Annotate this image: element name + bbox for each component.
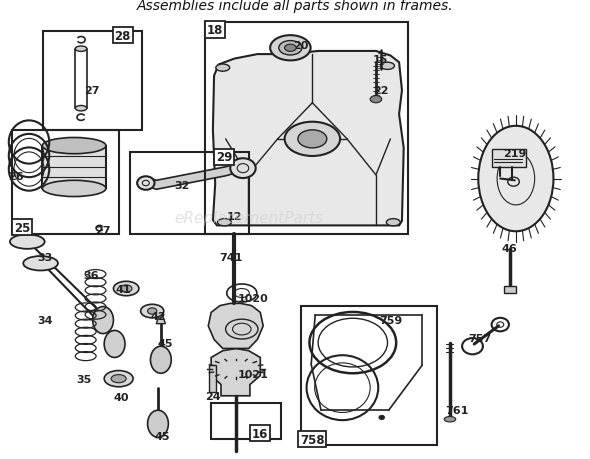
Ellipse shape bbox=[42, 181, 106, 197]
Bar bbox=[211, 403, 281, 439]
Text: 34: 34 bbox=[38, 315, 53, 325]
Ellipse shape bbox=[120, 285, 132, 292]
Text: 22: 22 bbox=[373, 86, 388, 96]
Ellipse shape bbox=[104, 330, 125, 358]
Text: 1020: 1020 bbox=[238, 293, 268, 303]
Text: 28: 28 bbox=[114, 29, 131, 43]
Bar bbox=[130, 153, 249, 234]
Ellipse shape bbox=[230, 159, 255, 179]
Text: 219: 219 bbox=[503, 149, 526, 159]
Ellipse shape bbox=[270, 36, 310, 61]
Bar bbox=[42, 146, 106, 189]
Ellipse shape bbox=[218, 219, 231, 226]
Ellipse shape bbox=[10, 235, 45, 249]
Text: 45: 45 bbox=[157, 338, 173, 348]
Text: 25: 25 bbox=[14, 221, 30, 234]
Text: 1021: 1021 bbox=[238, 369, 269, 379]
Bar bbox=[209, 365, 217, 392]
Ellipse shape bbox=[150, 347, 171, 374]
Bar bbox=[44, 32, 142, 130]
Ellipse shape bbox=[444, 417, 455, 422]
Text: 29: 29 bbox=[216, 151, 232, 164]
Polygon shape bbox=[211, 349, 260, 396]
Ellipse shape bbox=[76, 47, 87, 52]
Text: 12: 12 bbox=[227, 212, 242, 222]
Polygon shape bbox=[213, 52, 404, 226]
Ellipse shape bbox=[104, 371, 133, 387]
Polygon shape bbox=[208, 304, 263, 349]
Bar bbox=[504, 286, 516, 293]
Ellipse shape bbox=[216, 65, 230, 72]
Ellipse shape bbox=[140, 305, 164, 318]
Bar bbox=[205, 22, 408, 234]
Ellipse shape bbox=[284, 123, 340, 157]
Bar bbox=[301, 306, 437, 445]
Ellipse shape bbox=[279, 41, 302, 56]
Text: 36: 36 bbox=[84, 270, 99, 280]
Ellipse shape bbox=[76, 106, 87, 112]
Bar bbox=[12, 130, 119, 234]
Text: 15: 15 bbox=[373, 55, 388, 64]
Ellipse shape bbox=[478, 127, 553, 232]
Text: 46: 46 bbox=[501, 243, 517, 253]
Text: 741: 741 bbox=[219, 252, 243, 263]
Text: 35: 35 bbox=[76, 374, 91, 384]
Ellipse shape bbox=[381, 63, 395, 70]
Text: 761: 761 bbox=[445, 405, 468, 415]
Text: 33: 33 bbox=[38, 252, 53, 263]
Text: 42: 42 bbox=[150, 311, 166, 321]
Ellipse shape bbox=[284, 45, 296, 52]
Text: 27: 27 bbox=[84, 86, 99, 96]
Ellipse shape bbox=[386, 219, 400, 226]
Text: 41: 41 bbox=[116, 284, 131, 294]
Text: 20: 20 bbox=[293, 41, 309, 51]
Text: 18: 18 bbox=[207, 24, 224, 37]
Ellipse shape bbox=[148, 308, 157, 314]
Ellipse shape bbox=[23, 257, 58, 271]
Text: 45: 45 bbox=[154, 431, 170, 442]
Ellipse shape bbox=[42, 138, 106, 154]
Text: 759: 759 bbox=[379, 315, 402, 325]
Text: 32: 32 bbox=[175, 180, 190, 190]
Ellipse shape bbox=[137, 177, 155, 190]
Ellipse shape bbox=[111, 375, 126, 383]
Text: 16: 16 bbox=[252, 427, 268, 440]
Text: 26: 26 bbox=[8, 171, 24, 181]
Polygon shape bbox=[156, 311, 165, 324]
Text: 758: 758 bbox=[300, 433, 324, 446]
Text: eReplacementParts: eReplacementParts bbox=[174, 211, 323, 226]
Ellipse shape bbox=[113, 282, 139, 296]
Text: 757: 757 bbox=[468, 333, 491, 343]
Ellipse shape bbox=[93, 307, 113, 334]
Ellipse shape bbox=[379, 415, 385, 420]
Ellipse shape bbox=[298, 130, 327, 149]
Polygon shape bbox=[148, 163, 242, 190]
Text: 27: 27 bbox=[96, 225, 111, 235]
Text: 24: 24 bbox=[205, 391, 221, 401]
Ellipse shape bbox=[148, 410, 168, 437]
Bar bbox=[491, 150, 526, 168]
Text: 40: 40 bbox=[114, 392, 129, 402]
Text: Assemblies include all parts shown in frames.: Assemblies include all parts shown in fr… bbox=[137, 0, 453, 13]
Ellipse shape bbox=[370, 96, 382, 104]
